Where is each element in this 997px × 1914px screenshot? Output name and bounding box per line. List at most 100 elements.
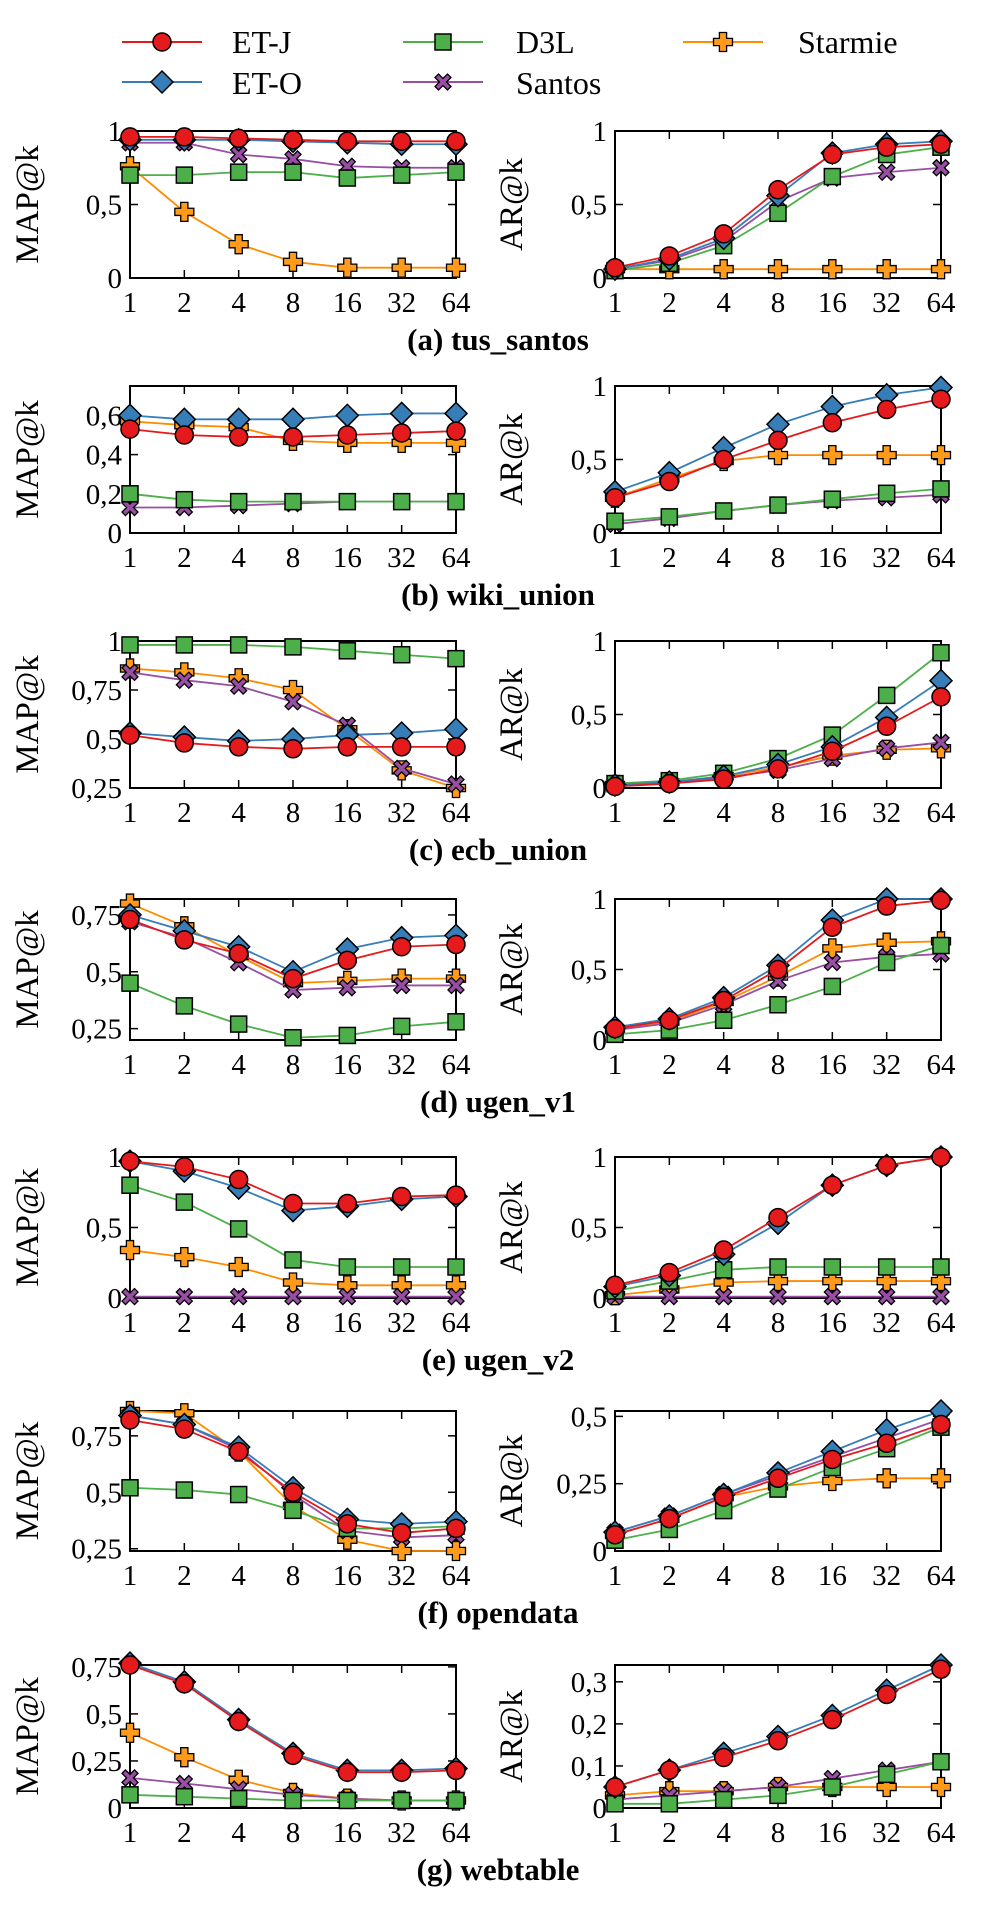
- data-point-starmie: [876, 932, 897, 953]
- data-point-etj: [605, 487, 625, 508]
- data-point-etj: [174, 733, 195, 753]
- data-point-etj: [659, 1010, 680, 1031]
- data-point-d3l: [175, 1787, 194, 1806]
- chart-panel-6: 1 2 4 8 16 32 64 0 0,5 1 AR@k: [494, 626, 956, 829]
- data-point-santos: [392, 1287, 411, 1306]
- data-point-etj: [446, 934, 466, 955]
- data-point-etj: [713, 1240, 734, 1260]
- data-point-d3l: [392, 1017, 411, 1036]
- data-point-d3l: [284, 1501, 302, 1520]
- data-point-etj: [391, 937, 412, 957]
- data-point-etj: [446, 421, 466, 441]
- data-point-starmie: [228, 1256, 249, 1278]
- y-tick-label: 0,5: [571, 1401, 607, 1433]
- x-tick-label: 2: [177, 287, 192, 319]
- chart-panel-9: 1 2 4 8 16 32 64 0 0,5 1 MAP@k (e) ugen_v2: [10, 1142, 574, 1377]
- data-point-etj: [768, 759, 788, 779]
- x-tick-label: 8: [286, 1817, 301, 1849]
- x-tick-label: 1: [608, 797, 623, 829]
- data-point-santos: [121, 1287, 139, 1306]
- y-tick-label: 0: [593, 773, 608, 805]
- data-point-santos: [932, 733, 950, 752]
- y-tick-label: 0,5: [86, 957, 122, 989]
- y-tick-label: 0: [108, 1793, 123, 1825]
- x-tick-label: 32: [872, 542, 901, 574]
- data-point-starmie: [228, 234, 249, 255]
- y-tick-label: 0: [593, 1025, 608, 1057]
- x-tick-label: 4: [716, 1817, 731, 1849]
- data-point-d3l: [175, 997, 194, 1015]
- y-tick-label: 0,5: [86, 1477, 122, 1509]
- y-tick-label: 0,75: [71, 900, 122, 932]
- data-point-starmie: [822, 1470, 843, 1492]
- data-point-d3l: [392, 645, 411, 664]
- data-point-d3l: [175, 636, 194, 654]
- data-point-d3l: [229, 1015, 248, 1033]
- chart-panel-11: 1 2 4 8 16 32 64 0,25 0,5 0,75 MAP@k (f) opendata: [10, 1400, 579, 1630]
- data-point-d3l: [175, 1193, 194, 1211]
- data-point-santos: [877, 739, 896, 758]
- data-point-etj: [822, 741, 843, 761]
- data-point-starmie: [337, 257, 358, 278]
- data-point-starmie: [445, 1540, 467, 1562]
- data-point-d3l: [769, 996, 787, 1014]
- x-tick-label: 64: [442, 1560, 472, 1592]
- x-tick-label: 64: [927, 1049, 957, 1081]
- data-point-etj: [713, 1487, 734, 1507]
- legend-entry-d3l: D3L: [403, 24, 575, 60]
- x-tick-label: 4: [231, 1049, 246, 1081]
- data-point-d3l: [284, 1028, 302, 1047]
- data-point-etj: [605, 257, 625, 278]
- data-point-etj: [713, 449, 734, 470]
- data-point-d3l: [877, 953, 896, 972]
- data-point-etj: [768, 959, 788, 980]
- y-axis-label: AR@k: [494, 923, 530, 1016]
- x-tick-label: 1: [123, 542, 138, 574]
- x-tick-label: 16: [333, 287, 362, 319]
- x-tick-label: 32: [872, 1817, 901, 1849]
- y-tick-label: 0,5: [86, 1213, 122, 1245]
- data-point-d3l: [392, 492, 411, 511]
- data-point-d3l: [284, 163, 302, 181]
- data-point-etj: [876, 137, 897, 157]
- data-point-etj: [446, 1518, 466, 1539]
- data-point-etj: [120, 1655, 140, 1675]
- data-point-starmie: [445, 257, 467, 278]
- x-tick-label: 16: [333, 797, 362, 829]
- legend-label: ET-J: [232, 24, 291, 60]
- x-tick-label: 4: [231, 287, 246, 319]
- x-tick-label: 1: [123, 1560, 138, 1592]
- chart-panel-1: 1 2 4 8 16 32 64 0 0,5 1 MAP@k (a) tus_santos: [10, 116, 589, 357]
- data-point-etj: [337, 950, 358, 971]
- x-tick-label: 2: [662, 1049, 677, 1081]
- x-tick-label: 8: [771, 542, 786, 574]
- data-point-d3l: [338, 1258, 357, 1276]
- data-point-etj: [659, 1760, 680, 1780]
- y-tick-label: 0: [593, 1793, 608, 1825]
- data-point-d3l: [121, 166, 139, 184]
- x-tick-label: 4: [231, 1817, 246, 1849]
- data-point-d3l: [121, 485, 139, 503]
- x-tick-label: 2: [177, 1307, 192, 1339]
- x-tick-label: 1: [123, 1817, 138, 1849]
- legend-label: ET-O: [232, 65, 302, 101]
- data-point-etj: [228, 128, 249, 149]
- y-tick-label: 0: [593, 1536, 608, 1568]
- data-point-etj: [174, 1157, 195, 1177]
- data-point-etj: [605, 1525, 625, 1545]
- x-tick-label: 1: [123, 287, 138, 319]
- data-point-etj: [605, 1777, 625, 1797]
- x-tick-label: 2: [662, 1560, 677, 1592]
- x-tick-label: 64: [442, 797, 472, 829]
- x-tick-label: 16: [818, 1049, 847, 1081]
- data-point-etj: [876, 1155, 897, 1176]
- y-tick-label: 1: [108, 116, 123, 148]
- data-point-etj: [822, 413, 843, 433]
- data-point-etj: [120, 909, 140, 930]
- data-point-etj: [391, 1762, 412, 1782]
- data-point-d3l: [447, 492, 465, 511]
- data-point-starmie: [391, 1540, 412, 1562]
- data-point-etj: [605, 1018, 625, 1039]
- data-point-etj: [174, 930, 195, 950]
- data-point-d3l: [769, 1786, 787, 1805]
